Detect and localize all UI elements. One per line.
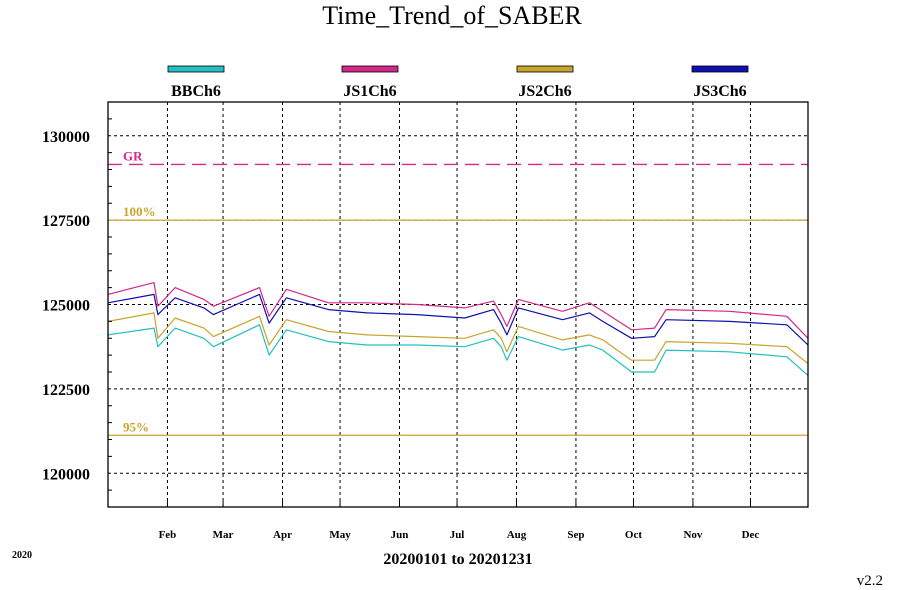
legend-swatch — [691, 65, 749, 73]
series-line — [107, 312, 809, 365]
y-tick-label: 127500 — [42, 213, 90, 230]
x-axis: Feb Mar Apr May Jun Jul Aug Sep Oct Nov Dec — [159, 501, 760, 541]
legend-swatch — [167, 65, 225, 73]
x-tick-label: Aug — [507, 529, 527, 541]
series-line — [107, 324, 809, 376]
x-tick-label: Feb — [159, 529, 177, 541]
y-tick-label: 130000 — [42, 129, 90, 146]
x-tick-label: Jun — [391, 529, 409, 541]
x-tick-label: Jul — [450, 529, 465, 541]
series-lines — [107, 282, 809, 376]
plot-frame — [107, 101, 809, 508]
legend-label: JS1Ch6 — [343, 83, 396, 100]
reference-line-label: 95% — [123, 419, 149, 434]
y-tick-label: 122500 — [42, 382, 90, 399]
x-axis-label: 20200101 to 20201231 — [383, 551, 532, 568]
legend-swatch — [341, 65, 399, 73]
x-tick-label: Sep — [567, 529, 584, 541]
reference-line-label: GR — [123, 148, 143, 163]
x-tick-label: Nov — [683, 529, 702, 541]
x-tick-label: Mar — [213, 529, 234, 541]
reference-lines: GR 100% 95% — [108, 148, 808, 436]
reference-line-label: 100% — [123, 204, 156, 219]
y-axis: 120000 122500 125000 127500 130000 — [42, 101, 112, 508]
legend: BBCh6 JS1Ch6 JS2Ch6 JS3Ch6 — [167, 65, 749, 100]
x-tick-label: Oct — [625, 529, 642, 541]
legend-label: JS2Ch6 — [518, 83, 571, 100]
series-line — [107, 282, 809, 339]
legend-label: BBCh6 — [171, 83, 221, 100]
x-tick-label: Dec — [742, 529, 760, 541]
x-tick-label: Apr — [273, 529, 292, 541]
grid — [108, 102, 808, 507]
version-label: v2.2 — [857, 573, 883, 589]
chart-title: Time_Trend_of_SABER — [322, 1, 582, 30]
x-tick-label: May — [329, 529, 351, 541]
legend-swatch — [516, 65, 574, 73]
y-tick-label: 120000 — [42, 466, 90, 483]
series-line — [107, 293, 809, 346]
y-tick-label: 125000 — [42, 298, 90, 315]
plot-area: GR 100% 95% — [107, 101, 809, 508]
legend-label: JS3Ch6 — [693, 83, 746, 100]
year-label: 2020 — [12, 550, 32, 561]
